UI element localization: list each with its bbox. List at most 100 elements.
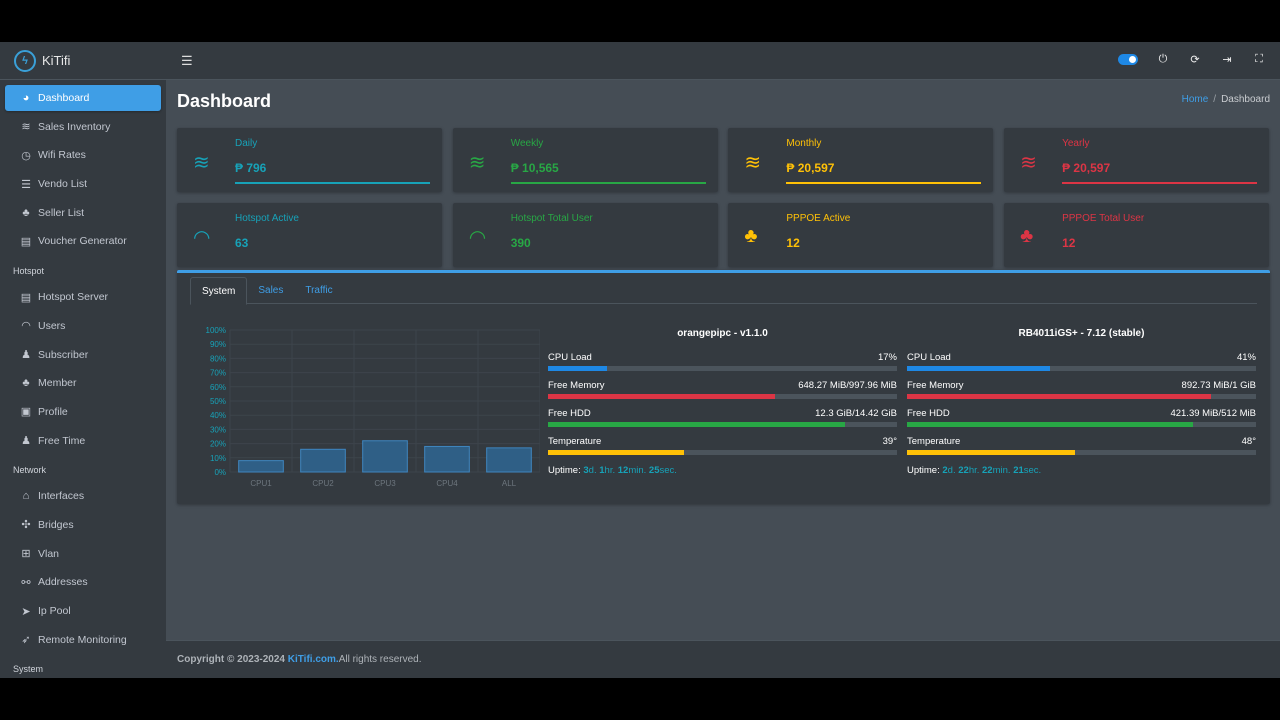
sidebar-item-ip-pool[interactable]: ➤ Ip Pool — [5, 598, 161, 624]
page-title: Dashboard — [177, 91, 272, 111]
y-tick-label: 40% — [210, 411, 226, 420]
bar-cpu1 — [238, 460, 284, 473]
uptime-number: 3 — [583, 465, 589, 476]
stat-box-monthly: ≋ Monthly ₱ 20,597 — [728, 128, 994, 192]
stat-label: PPPOE Total User — [1062, 213, 1145, 224]
system-title: orangepipc - v1.1.0 — [677, 328, 768, 339]
tab-sales[interactable]: Sales — [258, 285, 284, 296]
stat-value: ₱ 10,565 — [510, 161, 559, 175]
uptime-unit: sec. — [1023, 465, 1042, 476]
breadcrumb: Home / Dashboard — [1182, 94, 1270, 105]
stat-label: Hotspot Active — [235, 213, 299, 224]
progress-track — [548, 422, 897, 427]
stat-value: ₱ 20,597 — [1062, 161, 1111, 175]
server-icon: ▤ — [20, 291, 32, 304]
progress-fill — [907, 394, 1211, 399]
sidebar-item-bridges[interactable]: ✣ Bridges — [5, 512, 161, 538]
uptime-unit: min. — [628, 465, 649, 476]
sidebar-item-label: Interfaces — [38, 490, 85, 503]
sitemap-icon: ⊞ — [21, 548, 31, 561]
sidebar-item-users[interactable]: ◠ Users — [5, 313, 161, 339]
progress-fill — [907, 422, 1194, 427]
breadcrumb-home-link[interactable]: Home — [1181, 94, 1209, 105]
tab-traffic[interactable]: Traffic — [305, 285, 333, 296]
sidebar-item-interfaces[interactable]: ⌂ Interfaces — [5, 483, 161, 509]
y-tick-label: 60% — [210, 383, 226, 392]
sidebar-item-profile[interactable]: ▣ Profile — [5, 399, 161, 425]
sidebar-item-vendo-list[interactable]: ☰ Vendo List — [5, 171, 161, 197]
metric-free-memory: Free Memory 892.73 MiB/1 GiB — [907, 380, 1256, 408]
fullscreen-icon[interactable]: ⛶ — [1255, 53, 1263, 65]
stat-label: Daily — [235, 138, 258, 149]
uptime-unit: sec. — [659, 465, 677, 476]
metric-label: Free Memory — [548, 380, 605, 391]
metric-label: Free HDD — [548, 408, 591, 419]
sidebar-item-subscriber[interactable]: ♟ Subscriber — [5, 342, 161, 368]
brand-logo-icon: ϟ — [14, 49, 36, 72]
network-icon: ⚯ — [21, 576, 31, 589]
sidebar-header: Network — [13, 464, 47, 475]
wifi-icon: ◠ — [193, 227, 211, 249]
sidebar-item-dashboard[interactable]: ◕ Dashboard — [5, 85, 161, 111]
stat-label: PPPOE Active — [786, 213, 851, 224]
sidebar-item-addresses[interactable]: ⚯ Addresses — [5, 569, 161, 595]
coins-icon: ≋ — [21, 121, 31, 134]
sidebar-item-label: Addresses — [38, 576, 88, 589]
users-icon: ♣ — [1020, 225, 1034, 247]
uptime-unit: d. — [588, 465, 600, 476]
breadcrumb-separator: / — [1213, 94, 1217, 105]
system-block: RB4011iGS+ - 7.12 (stable) CPU Load 41% Fre… — [907, 328, 1256, 476]
stat-value: ₱ 796 — [235, 161, 267, 175]
sidebar-item-label: Wifi Rates — [38, 149, 86, 162]
wifi-icon: ◠ — [21, 320, 31, 333]
sidebar-item-member[interactable]: ♣ Member — [5, 370, 161, 396]
sidebar-item-label: Hotspot Server — [38, 291, 109, 304]
brand-link[interactable]: ϟ KiTifi — [0, 42, 166, 80]
sidebar-item-hotspot-server[interactable]: ▤ Hotspot Server — [5, 284, 161, 310]
sign-out-icon[interactable]: ⇥ — [1222, 54, 1232, 66]
footer-link[interactable]: KiTifi.com. — [287, 654, 339, 665]
progress-fill — [907, 366, 1051, 371]
refresh-icon[interactable]: ⟳ — [1190, 54, 1200, 66]
sidebar-item-voucher-generator[interactable]: ▤ Voucher Generator — [5, 228, 161, 254]
sidebar-item-seller-list[interactable]: ♣ Seller List — [5, 200, 161, 226]
sidebar-item-sales-inventory[interactable]: ≋ Sales Inventory — [5, 114, 161, 140]
stat-label: Weekly — [510, 138, 544, 149]
stat-box-daily: ≋ Daily ₱ 796 — [177, 128, 442, 192]
coins-icon: ≋ — [468, 152, 486, 174]
bars-icon[interactable]: ☰ — [181, 52, 193, 68]
metric-label: CPU Load — [548, 352, 592, 363]
sidebar-item-vlan[interactable]: ⊞ Vlan — [5, 541, 161, 567]
coins-icon: ≋ — [1020, 152, 1037, 174]
progress-fill — [548, 394, 775, 399]
print-icon: ▤ — [20, 235, 32, 248]
uptime-label: Uptime: — [907, 465, 943, 476]
footer-copyright: Copyright © 2023-2024 — [177, 654, 285, 665]
power-icon[interactable]: ⏻ — [1158, 53, 1168, 65]
sidebar-item-free-time[interactable]: ♟ Free Time — [5, 428, 161, 454]
uptime: Uptime: 3d. 1hr. 12min. 25sec. — [548, 465, 897, 476]
dark-mode-toggle[interactable] — [1118, 54, 1138, 65]
sidebar-item-wifi-rates[interactable]: ◷ Wifi Rates — [5, 142, 161, 168]
uptime: Uptime: 2d. 22hr. 22min. 21sec. — [907, 465, 1256, 476]
metric-value: 892.73 MiB/1 GiB — [1181, 380, 1256, 391]
stat-label: Yearly — [1062, 138, 1090, 149]
brand-name: KiTifi — [42, 53, 71, 68]
stat-underline — [235, 182, 430, 184]
uptime-number: 22 — [958, 465, 969, 476]
progress-track — [907, 394, 1256, 399]
metric-value: 48° — [1241, 436, 1256, 447]
user-clock-icon: ♟ — [21, 435, 31, 448]
stat-box-weekly: ≋ Weekly ₱ 10,565 — [452, 128, 718, 192]
sidebar-item-label: Remote Monitoring — [38, 633, 127, 646]
stat-underline — [786, 182, 982, 184]
bar-all — [486, 447, 532, 473]
cpu-bar-chart: 0% 10% 20% 30% 40% 50% 60% 70% 80% 90% 100% CPU1 CPU… — [206, 326, 540, 488]
system-block: orangepipc - v1.1.0 CPU Load 17% Free Memor… — [548, 328, 897, 476]
uptime-number: 1 — [599, 465, 605, 476]
stat-value: 12 — [1062, 236, 1076, 250]
bar-cpu2 — [300, 448, 346, 473]
app-window: ϟ KiTifi ◕ Dashboard ≋ Sales Inventory ◷ Wifi… — [0, 42, 1280, 678]
tab-system[interactable]: System — [190, 277, 248, 305]
sidebar-item-remote-monitoring[interactable]: ➶ Remote Monitoring — [5, 627, 161, 653]
